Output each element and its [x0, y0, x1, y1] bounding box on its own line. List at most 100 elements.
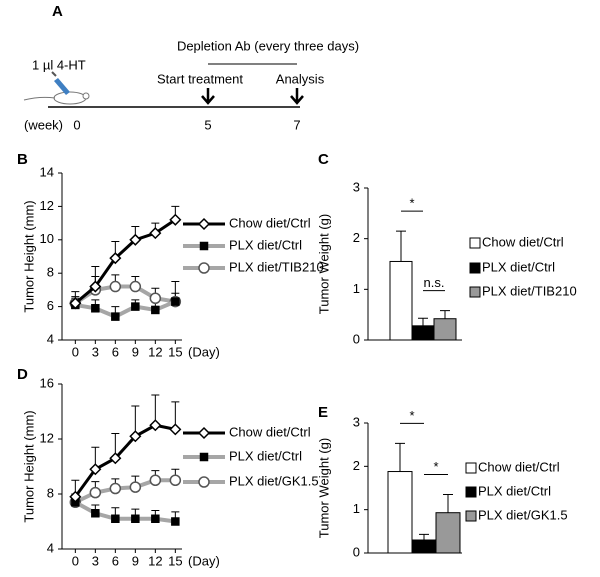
legend-label: Chow diet/Ctrl — [229, 215, 311, 230]
event-label: Analysis — [276, 71, 325, 86]
panel-label: A — [52, 3, 63, 20]
treatment-period: Depletion Ab (every three days) — [177, 38, 359, 53]
arrow — [201, 88, 215, 105]
marker — [171, 297, 180, 306]
bar — [389, 260, 413, 341]
y-tick-label: 14 — [40, 164, 54, 179]
y-axis-label: Tumor Height (mm) — [21, 200, 36, 312]
x-tick-label: 12 — [148, 553, 162, 568]
y-tick-label: 12 — [40, 430, 54, 445]
marker — [111, 514, 120, 523]
y-tick-label: 16 — [40, 375, 54, 390]
marker — [131, 302, 140, 311]
significance-label: * — [409, 408, 414, 423]
x-tick-label: 15 — [168, 553, 182, 568]
marker — [129, 280, 142, 293]
marker — [129, 233, 142, 246]
bar — [435, 512, 461, 554]
x-tick-label: 0 — [72, 553, 79, 568]
bar — [433, 318, 457, 341]
legend-label: PLX diet/TIB210 — [482, 283, 577, 298]
x-tick-label: 6 — [112, 553, 119, 568]
timeline-tick: 5 — [204, 117, 211, 132]
x-axis-label: (Day) — [188, 553, 220, 568]
y-axis-label: Tumor Height (mm) — [21, 410, 36, 522]
y-tick-label: 1 — [353, 501, 360, 516]
legend-marker — [197, 217, 211, 231]
marker — [149, 419, 162, 432]
x-tick-label: 0 — [72, 344, 79, 359]
mouse-icon — [23, 71, 90, 105]
legend-marker — [199, 241, 209, 251]
legend-swatch — [469, 262, 481, 274]
y-tick-label: 8 — [47, 485, 54, 500]
y-tick-label: 3 — [353, 414, 360, 429]
timeline-tick: 7 — [293, 117, 300, 132]
y-tick-label: 6 — [47, 298, 54, 313]
arrow — [290, 88, 304, 105]
marker — [111, 312, 120, 321]
legend-label: PLX diet/Ctrl — [229, 237, 302, 252]
y-tick-label: 0 — [353, 331, 360, 346]
legend-swatch — [469, 237, 481, 249]
legend-marker — [199, 452, 209, 462]
marker — [171, 517, 180, 526]
error-bar — [419, 533, 429, 540]
legend-swatch — [465, 462, 477, 474]
marker — [129, 481, 142, 493]
legend-label: PLX diet/Ctrl — [482, 259, 555, 274]
legend-swatch — [465, 510, 477, 522]
x-tick-label: 9 — [132, 344, 139, 359]
y-tick-label: 2 — [353, 458, 360, 473]
x-tick-label: 12 — [148, 344, 162, 359]
marker — [89, 486, 102, 499]
marker — [89, 463, 102, 476]
legend-marker — [198, 262, 210, 274]
error-bar — [418, 317, 428, 326]
x-tick-label: 9 — [132, 553, 139, 568]
y-tick-label: 4 — [47, 540, 54, 555]
marker — [109, 252, 122, 265]
marker — [69, 297, 82, 310]
timeline-tick: 0 — [73, 117, 80, 132]
legend-label: Chow diet/Ctrl — [482, 234, 564, 249]
marker — [109, 452, 122, 465]
marker — [169, 423, 182, 436]
marker — [69, 490, 82, 503]
error-bar — [395, 442, 405, 472]
legend-label: PLX diet/Ctrl — [478, 483, 551, 498]
legend-label: PLX diet/TIB210 — [229, 259, 324, 274]
injection-label: 1 µl 4-HT — [32, 57, 86, 72]
error-bar — [440, 310, 450, 319]
marker — [169, 474, 182, 486]
marker — [109, 280, 122, 293]
y-tick-label: 2 — [353, 230, 360, 245]
y-tick-label: 4 — [47, 331, 54, 346]
legend-label: PLX diet/Ctrl — [229, 448, 302, 463]
legend-swatch — [469, 286, 481, 298]
legend-marker — [198, 476, 210, 488]
bar — [411, 325, 435, 341]
legend-label: PLX diet/GK1.5 — [478, 507, 568, 522]
marker — [151, 305, 160, 315]
x-tick-label: 3 — [92, 344, 99, 359]
significance-label: * — [409, 196, 414, 211]
x-tick-label: 15 — [168, 344, 182, 359]
y-tick-label: 1 — [353, 281, 360, 296]
y-tick-label: 3 — [353, 179, 360, 194]
significance-label: n.s. — [424, 275, 445, 290]
marker — [129, 430, 142, 443]
marker — [149, 292, 162, 304]
y-axis-label: Tumor Weight (g) — [316, 214, 331, 314]
x-axis-label: (Day) — [188, 344, 220, 359]
y-tick-label: 0 — [353, 544, 360, 559]
marker — [151, 514, 160, 523]
error-bar — [443, 494, 453, 513]
panel-label: D — [17, 366, 28, 383]
x-tick-label: 3 — [92, 553, 99, 568]
marker — [109, 482, 122, 495]
legend-swatch — [465, 486, 477, 498]
marker — [91, 509, 100, 518]
significance-label: * — [433, 459, 438, 474]
